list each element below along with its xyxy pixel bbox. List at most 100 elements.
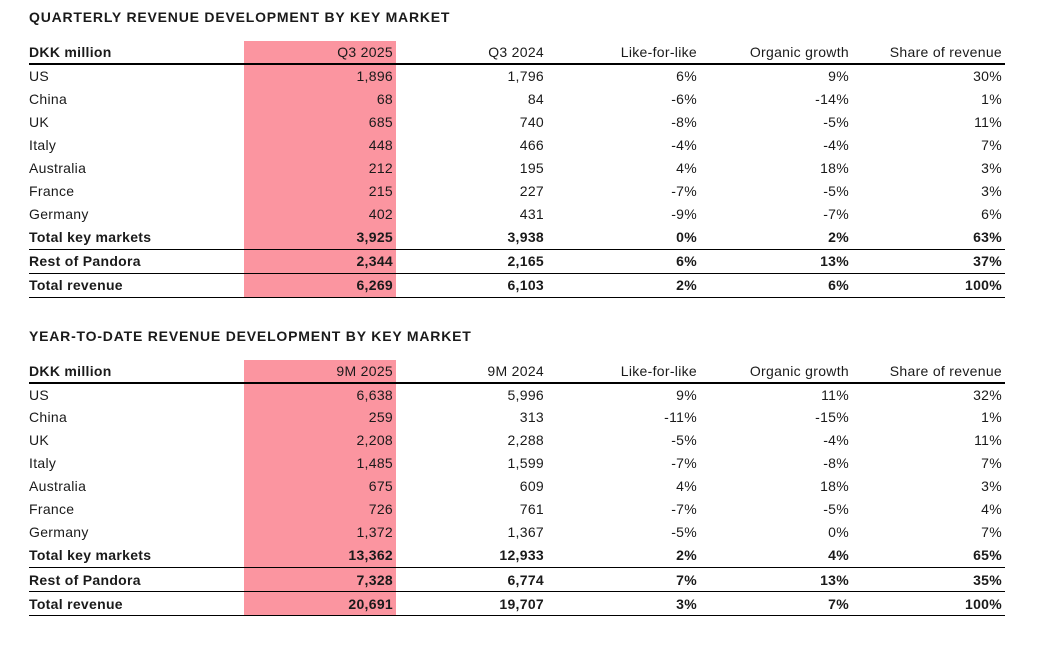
column-header-q3-2025: Q3 2025 <box>244 41 396 65</box>
row-label: Italy <box>29 455 57 471</box>
table-row: Italy 448 466 -4% -4% 7% <box>29 133 1005 156</box>
cell-value: 685 <box>244 110 396 133</box>
total-row: Total revenue 6,269 6,103 2% 6% 100% <box>29 273 1005 298</box>
cell-value: 1% <box>981 90 1002 107</box>
cell-value: 32% <box>973 386 1002 403</box>
cell-value: 7% <box>700 591 852 616</box>
cell-value: 195 <box>519 159 544 176</box>
column-header-9m-2025: 9M 2025 <box>244 359 396 384</box>
table-row: US 1,896 1,796 6% 9% 30% <box>29 64 1005 87</box>
cell-value: 4% <box>700 543 852 568</box>
cell-value: -7% <box>671 182 697 199</box>
cell-value: 11% <box>974 113 1002 130</box>
table-row: UK 2,208 2,288 -5% -4% 11% <box>29 428 1005 452</box>
cell-value: 761 <box>519 501 544 517</box>
cell-value: -9% <box>671 205 697 222</box>
cell-value: -7% <box>823 205 849 222</box>
cell-value: 0% <box>828 524 849 540</box>
cell-value: -14% <box>815 90 849 107</box>
cell-value: -5% <box>671 432 697 448</box>
column-header-9m-2024: 9M 2024 <box>396 359 547 384</box>
row-label: Australia <box>29 159 87 176</box>
cell-value: -15% <box>815 409 849 425</box>
column-header-unit: DKK million <box>29 41 244 65</box>
cell-value: 20,691 <box>244 591 396 616</box>
cell-value: 402 <box>244 202 396 225</box>
row-label: Total revenue <box>29 273 244 298</box>
cell-value: 2,208 <box>244 428 396 452</box>
cell-value: 0% <box>547 225 700 250</box>
table-header-row: DKK million 9M 2025 9M 2024 Like-for-lik… <box>29 359 1005 384</box>
cell-value: -5% <box>823 501 849 517</box>
cell-value: 1,372 <box>244 520 396 544</box>
row-label: Germany <box>29 524 89 540</box>
cell-value: -5% <box>671 524 697 540</box>
cell-value: 6% <box>981 205 1002 222</box>
cell-value: 1,896 <box>244 64 396 87</box>
table-row: Germany 402 431 -9% -7% 6% <box>29 202 1005 225</box>
cell-value: 4% <box>981 501 1002 517</box>
row-label: US <box>29 386 50 403</box>
cell-value: 100% <box>852 273 1005 298</box>
cell-value: 9% <box>676 386 697 403</box>
table-row: Australia 675 609 4% 18% 3% <box>29 474 1005 498</box>
cell-value: 6,269 <box>244 273 396 298</box>
cell-value: -4% <box>671 136 697 153</box>
cell-value: 4% <box>676 159 697 176</box>
ytd-revenue-section: YEAR-TO-DATE REVENUE DEVELOPMENT BY KEY … <box>29 327 1005 616</box>
row-label: Germany <box>29 205 89 222</box>
cell-value: 6% <box>700 273 852 298</box>
cell-value: 100% <box>852 591 1005 616</box>
row-label: France <box>29 182 75 199</box>
cell-value: 37% <box>852 249 1005 274</box>
table-header-row: DKK million Q3 2025 Q3 2024 Like-for-lik… <box>29 41 1005 65</box>
total-row: Total revenue 20,691 19,707 3% 7% 100% <box>29 591 1005 616</box>
cell-value: 13% <box>700 567 852 592</box>
row-label: France <box>29 501 75 517</box>
row-label: Total key markets <box>29 543 244 568</box>
cell-value: 2,165 <box>396 249 547 274</box>
cell-value: 1,796 <box>507 68 544 84</box>
ytd-revenue-table: DKK million 9M 2025 9M 2024 Like-for-lik… <box>29 359 1005 616</box>
cell-value: 2% <box>547 543 700 568</box>
cell-value: -4% <box>823 432 849 448</box>
total-row: Total key markets 3,925 3,938 0% 2% 63% <box>29 225 1005 250</box>
row-label: UK <box>29 432 50 448</box>
cell-value: -6% <box>671 90 697 107</box>
cell-value: -11% <box>664 409 697 425</box>
cell-value: 6,638 <box>244 382 396 406</box>
cell-value: 7,328 <box>244 567 396 592</box>
cell-value: 1% <box>981 409 1002 425</box>
cell-value: 68 <box>244 87 396 110</box>
section-title-quarterly: QUARTERLY REVENUE DEVELOPMENT BY KEY MAR… <box>29 9 451 25</box>
cell-value: 6% <box>547 249 700 274</box>
column-header-organic-growth: Organic growth <box>700 41 852 65</box>
cell-value: 65% <box>852 543 1005 568</box>
column-header-share-of-revenue: Share of revenue <box>852 41 1005 65</box>
cell-value: 431 <box>519 205 544 222</box>
cell-value: -7% <box>671 455 697 471</box>
cell-value: 1,367 <box>507 524 544 540</box>
cell-value: 2,344 <box>244 249 396 274</box>
cell-value: 212 <box>244 156 396 179</box>
cell-value: 1,599 <box>507 455 544 471</box>
cell-value: 3% <box>981 182 1002 199</box>
cell-value: 12,933 <box>396 543 547 568</box>
cell-value: 84 <box>527 90 544 107</box>
cell-value: 3,938 <box>396 225 547 250</box>
cell-value: 3% <box>981 478 1002 494</box>
cell-value: -5% <box>823 113 849 130</box>
report-page: QUARTERLY REVENUE DEVELOPMENT BY KEY MAR… <box>29 9 1005 616</box>
section-title-ytd: YEAR-TO-DATE REVENUE DEVELOPMENT BY KEY … <box>29 327 472 344</box>
cell-value: -5% <box>823 182 849 199</box>
cell-value: 2% <box>547 273 700 298</box>
column-header-like-for-like: Like-for-like <box>547 41 700 65</box>
cell-value: 30% <box>973 68 1002 84</box>
cell-value: 19,707 <box>396 591 547 616</box>
cell-value: -7% <box>671 501 697 517</box>
cell-value: 3% <box>547 591 700 616</box>
row-label: Rest of Pandora <box>29 249 244 274</box>
row-label: China <box>29 409 68 425</box>
row-label: Rest of Pandora <box>29 567 244 592</box>
cell-value: 3,925 <box>244 225 396 250</box>
